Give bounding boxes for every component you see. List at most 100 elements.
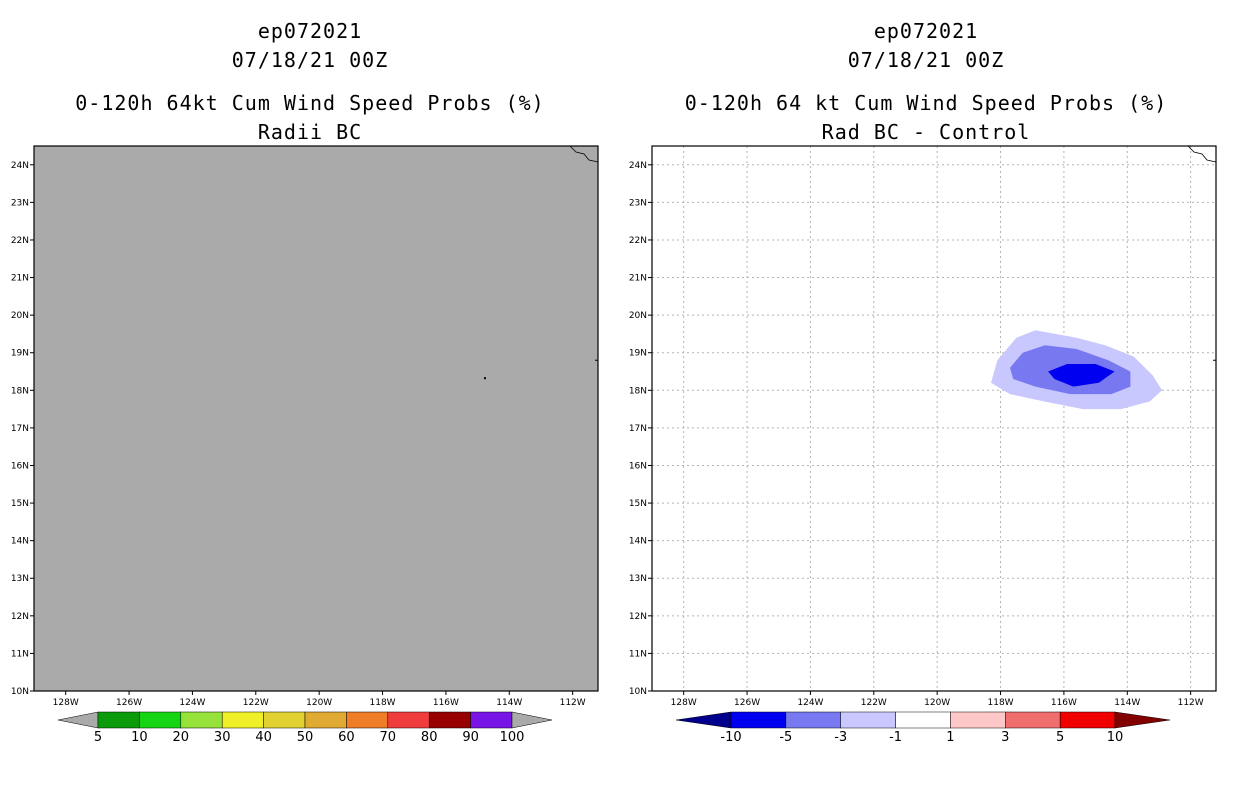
x-tick-label: 114W	[1114, 698, 1140, 708]
y-tick-label: 15N	[11, 499, 29, 509]
colorbar-segment	[1005, 711, 1061, 729]
y-tick-label: 12N	[629, 612, 647, 622]
colorbar-segment	[263, 711, 306, 729]
colorbar-label: 80	[421, 730, 438, 745]
colorbar-segment	[730, 711, 787, 729]
plot-frame	[33, 145, 599, 692]
y-tick-label: 18N	[11, 386, 29, 396]
colorbar-label: 40	[255, 730, 272, 745]
colorbar-label: 5	[1056, 730, 1064, 745]
colorbar-segment	[428, 711, 471, 729]
y-tick-label: 10N	[11, 687, 29, 697]
y-tick-label: 16N	[629, 461, 647, 471]
y-tick-label: 22N	[629, 236, 647, 246]
x-tick-label: 122W	[243, 698, 269, 708]
x-tick-label: 118W	[988, 698, 1014, 708]
colorbar-label: -1	[889, 730, 902, 745]
colorbar-label: 10	[1107, 730, 1124, 745]
y-tick-label: 16N	[11, 461, 29, 471]
colorbar-label: 1	[946, 730, 954, 745]
left-map-panel: 128W 126W 124W 122W 120W 118W 116W 114W 112W 10N 1…	[11, 145, 599, 708]
left-title-line-1: ep072021	[257, 19, 363, 43]
y-tick-label: 17N	[11, 424, 29, 434]
colorbar-label: 20	[173, 730, 190, 745]
colorbar-segment	[785, 711, 841, 729]
colorbar-label: -5	[779, 730, 792, 745]
x-tick-label: 118W	[370, 698, 396, 708]
left-subtitle: 0-120h 64kt Cum Wind Speed Probs (%) Rad…	[30, 89, 590, 147]
y-tick-label: 19N	[11, 349, 29, 359]
y-tick-label: 11N	[11, 649, 29, 659]
colorbar-segment	[97, 711, 140, 729]
x-tick-label: 124W	[179, 698, 205, 708]
colorbar-segment	[180, 711, 223, 729]
colorbar-segment	[470, 711, 513, 729]
plot-background	[652, 146, 1216, 691]
x-tick-label: 116W	[433, 698, 459, 708]
y-tick-label: 17N	[629, 424, 647, 434]
left-subtitle-line-2: Radii BC	[257, 120, 363, 144]
colorbar-label: -3	[834, 730, 847, 745]
colorbar-segment	[221, 711, 264, 729]
y-tick-label: 13N	[629, 574, 647, 584]
colorbar-segment	[139, 711, 182, 729]
colorbar-label: 60	[338, 730, 355, 745]
right-title: ep072021 07/18/21 00Z	[646, 17, 1206, 75]
left-subtitle-line-1: 0-120h 64kt Cum Wind Speed Probs (%)	[75, 91, 545, 115]
y-tick-label: 19N	[629, 349, 647, 359]
x-tick-label: 120W	[306, 698, 332, 708]
y-tick-label: 11N	[629, 649, 647, 659]
colorbar-label: 70	[380, 730, 397, 745]
y-tick-label: 24N	[629, 161, 647, 171]
right-title-line-2: 07/18/21 00Z	[847, 48, 1005, 72]
y-tick-label: 20N	[629, 311, 647, 321]
colorbar-arrow-right	[1114, 711, 1171, 729]
coastline	[1187, 145, 1217, 163]
colorbar-label: 5	[94, 730, 102, 745]
contour-region	[1048, 364, 1115, 387]
right-map-panel: 128W 126W 124W 122W 120W 118W 116W 114W 112W 10N 1…	[629, 145, 1217, 708]
y-tick-label: 23N	[11, 198, 29, 208]
x-tick-label: 126W	[734, 698, 760, 708]
colorbar-segment	[1059, 711, 1116, 729]
y-tick-label: 12N	[11, 612, 29, 622]
right-subtitle: 0-120h 64 kt Cum Wind Speed Probs (%) Ra…	[646, 89, 1206, 147]
y-tick-label: 22N	[11, 236, 29, 246]
y-tick-label: 14N	[11, 537, 29, 547]
right-subtitle-line-1: 0-120h 64 kt Cum Wind Speed Probs (%)	[684, 91, 1168, 115]
colorbar-segment	[840, 711, 896, 729]
coastline	[569, 145, 599, 163]
right-colorbar: -10 -5 -3 -1 1 3 5 10	[675, 711, 1171, 745]
right-title-line-1: ep072021	[873, 19, 979, 43]
left-title-line-2: 07/18/21 00Z	[231, 48, 389, 72]
y-tick-label: 21N	[11, 274, 29, 284]
y-tick-label: 15N	[629, 499, 647, 509]
colorbar-label: 100	[500, 730, 525, 745]
y-tick-label: 24N	[11, 161, 29, 171]
right-subtitle-line-2: Rad BC - Control	[821, 120, 1031, 144]
x-tick-label: 112W	[1178, 698, 1204, 708]
y-tick-label: 14N	[629, 537, 647, 547]
colorbar-segment	[950, 711, 1006, 729]
colorbar-label: -10	[720, 730, 741, 745]
y-tick-label: 20N	[11, 311, 29, 321]
y-tick-label: 10N	[629, 687, 647, 697]
colorbar-label: 10	[131, 730, 148, 745]
colorbar-label: 90	[462, 730, 479, 745]
colorbar-arrow-left	[57, 711, 99, 729]
x-tick-label: 128W	[53, 698, 79, 708]
y-tick-label: 23N	[629, 198, 647, 208]
colorbar-arrow-left	[675, 711, 732, 729]
colorbar-label: 3	[1001, 730, 1009, 745]
colorbar-segment	[387, 711, 430, 729]
y-tick-label: 21N	[629, 274, 647, 284]
colorbar-segment	[304, 711, 347, 729]
island-marker	[483, 377, 486, 380]
y-tick-label: 18N	[629, 386, 647, 396]
colorbar-arrow-right	[511, 711, 553, 729]
x-tick-label: 114W	[496, 698, 522, 708]
y-tick-label: 13N	[11, 574, 29, 584]
x-tick-label: 116W	[1051, 698, 1077, 708]
plot-background	[34, 146, 598, 691]
